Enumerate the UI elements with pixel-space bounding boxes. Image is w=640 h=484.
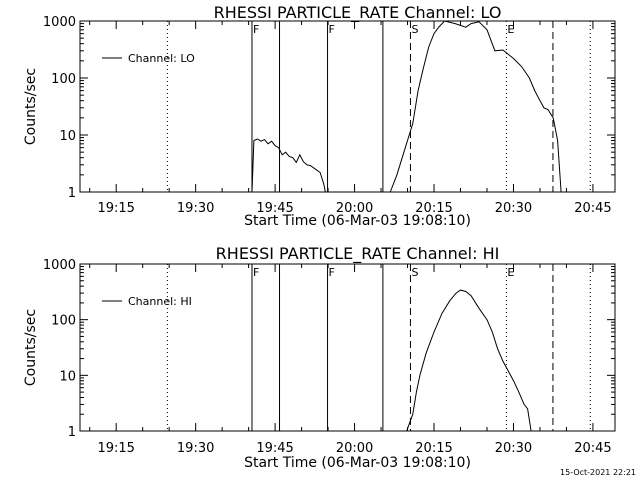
x-tick-label: 19:45: [256, 441, 293, 456]
chart-title: RHESSI PARTICLE_RATE Channel: LO: [214, 3, 502, 23]
y-tick-label: 1000: [43, 15, 76, 30]
y-tick-label: 1: [68, 425, 76, 440]
x-axis-title: Start Time (06-Mar-03 19:08:10): [244, 455, 471, 471]
x-tick-label: 20:30: [495, 441, 532, 456]
plot-frame: [79, 263, 616, 432]
y-tick-label: 1000: [43, 258, 76, 273]
timestamp-label: 15-Oct-2021 22:21: [560, 468, 636, 477]
event-marker-label: E: [507, 23, 514, 36]
x-tick-label: 19:45: [256, 201, 293, 216]
y-tick-label: 100: [51, 72, 76, 87]
x-tick-label: 20:45: [574, 201, 611, 216]
y-tick-label: 10: [59, 369, 76, 384]
x-tick-label: 20:45: [574, 441, 611, 456]
x-tick-label: 20:00: [336, 201, 373, 216]
plot-frame: [79, 20, 616, 193]
legend-entry: Channel: LO: [128, 52, 195, 65]
series-line-0: [406, 289, 532, 432]
x-tick-label: 20:15: [415, 441, 452, 456]
x-tick-label: 19:15: [97, 441, 134, 456]
event-marker-label: E: [507, 266, 514, 279]
event-marker-label: S: [411, 23, 418, 36]
event-marker-label: S: [411, 266, 418, 279]
x-tick-label: 20:15: [415, 201, 452, 216]
x-tick-label: 19:15: [97, 201, 134, 216]
y-tick-label: 1: [68, 186, 76, 201]
event-marker-label: F: [329, 266, 335, 279]
x-axis-title: Start Time (06-Mar-03 19:08:10): [244, 213, 471, 229]
y-tick-label: 10: [59, 129, 76, 144]
chart-title: RHESSI PARTICLE_RATE Channel: HI: [216, 244, 500, 264]
event-marker-label: F: [329, 23, 335, 36]
x-tick-label: 19:30: [177, 441, 214, 456]
series-line-0: [251, 20, 562, 193]
y-tick-label: 100: [51, 314, 76, 329]
x-tick-label: 20:30: [495, 201, 532, 216]
y-axis-title: Counts/sec: [23, 309, 39, 386]
event-marker-label: F: [253, 23, 259, 36]
y-axis-title: Counts/sec: [23, 68, 39, 145]
legend-entry: Channel: HI: [128, 295, 192, 308]
event-marker-label: F: [253, 266, 259, 279]
x-tick-label: 20:00: [336, 441, 373, 456]
x-tick-label: 19:30: [177, 201, 214, 216]
